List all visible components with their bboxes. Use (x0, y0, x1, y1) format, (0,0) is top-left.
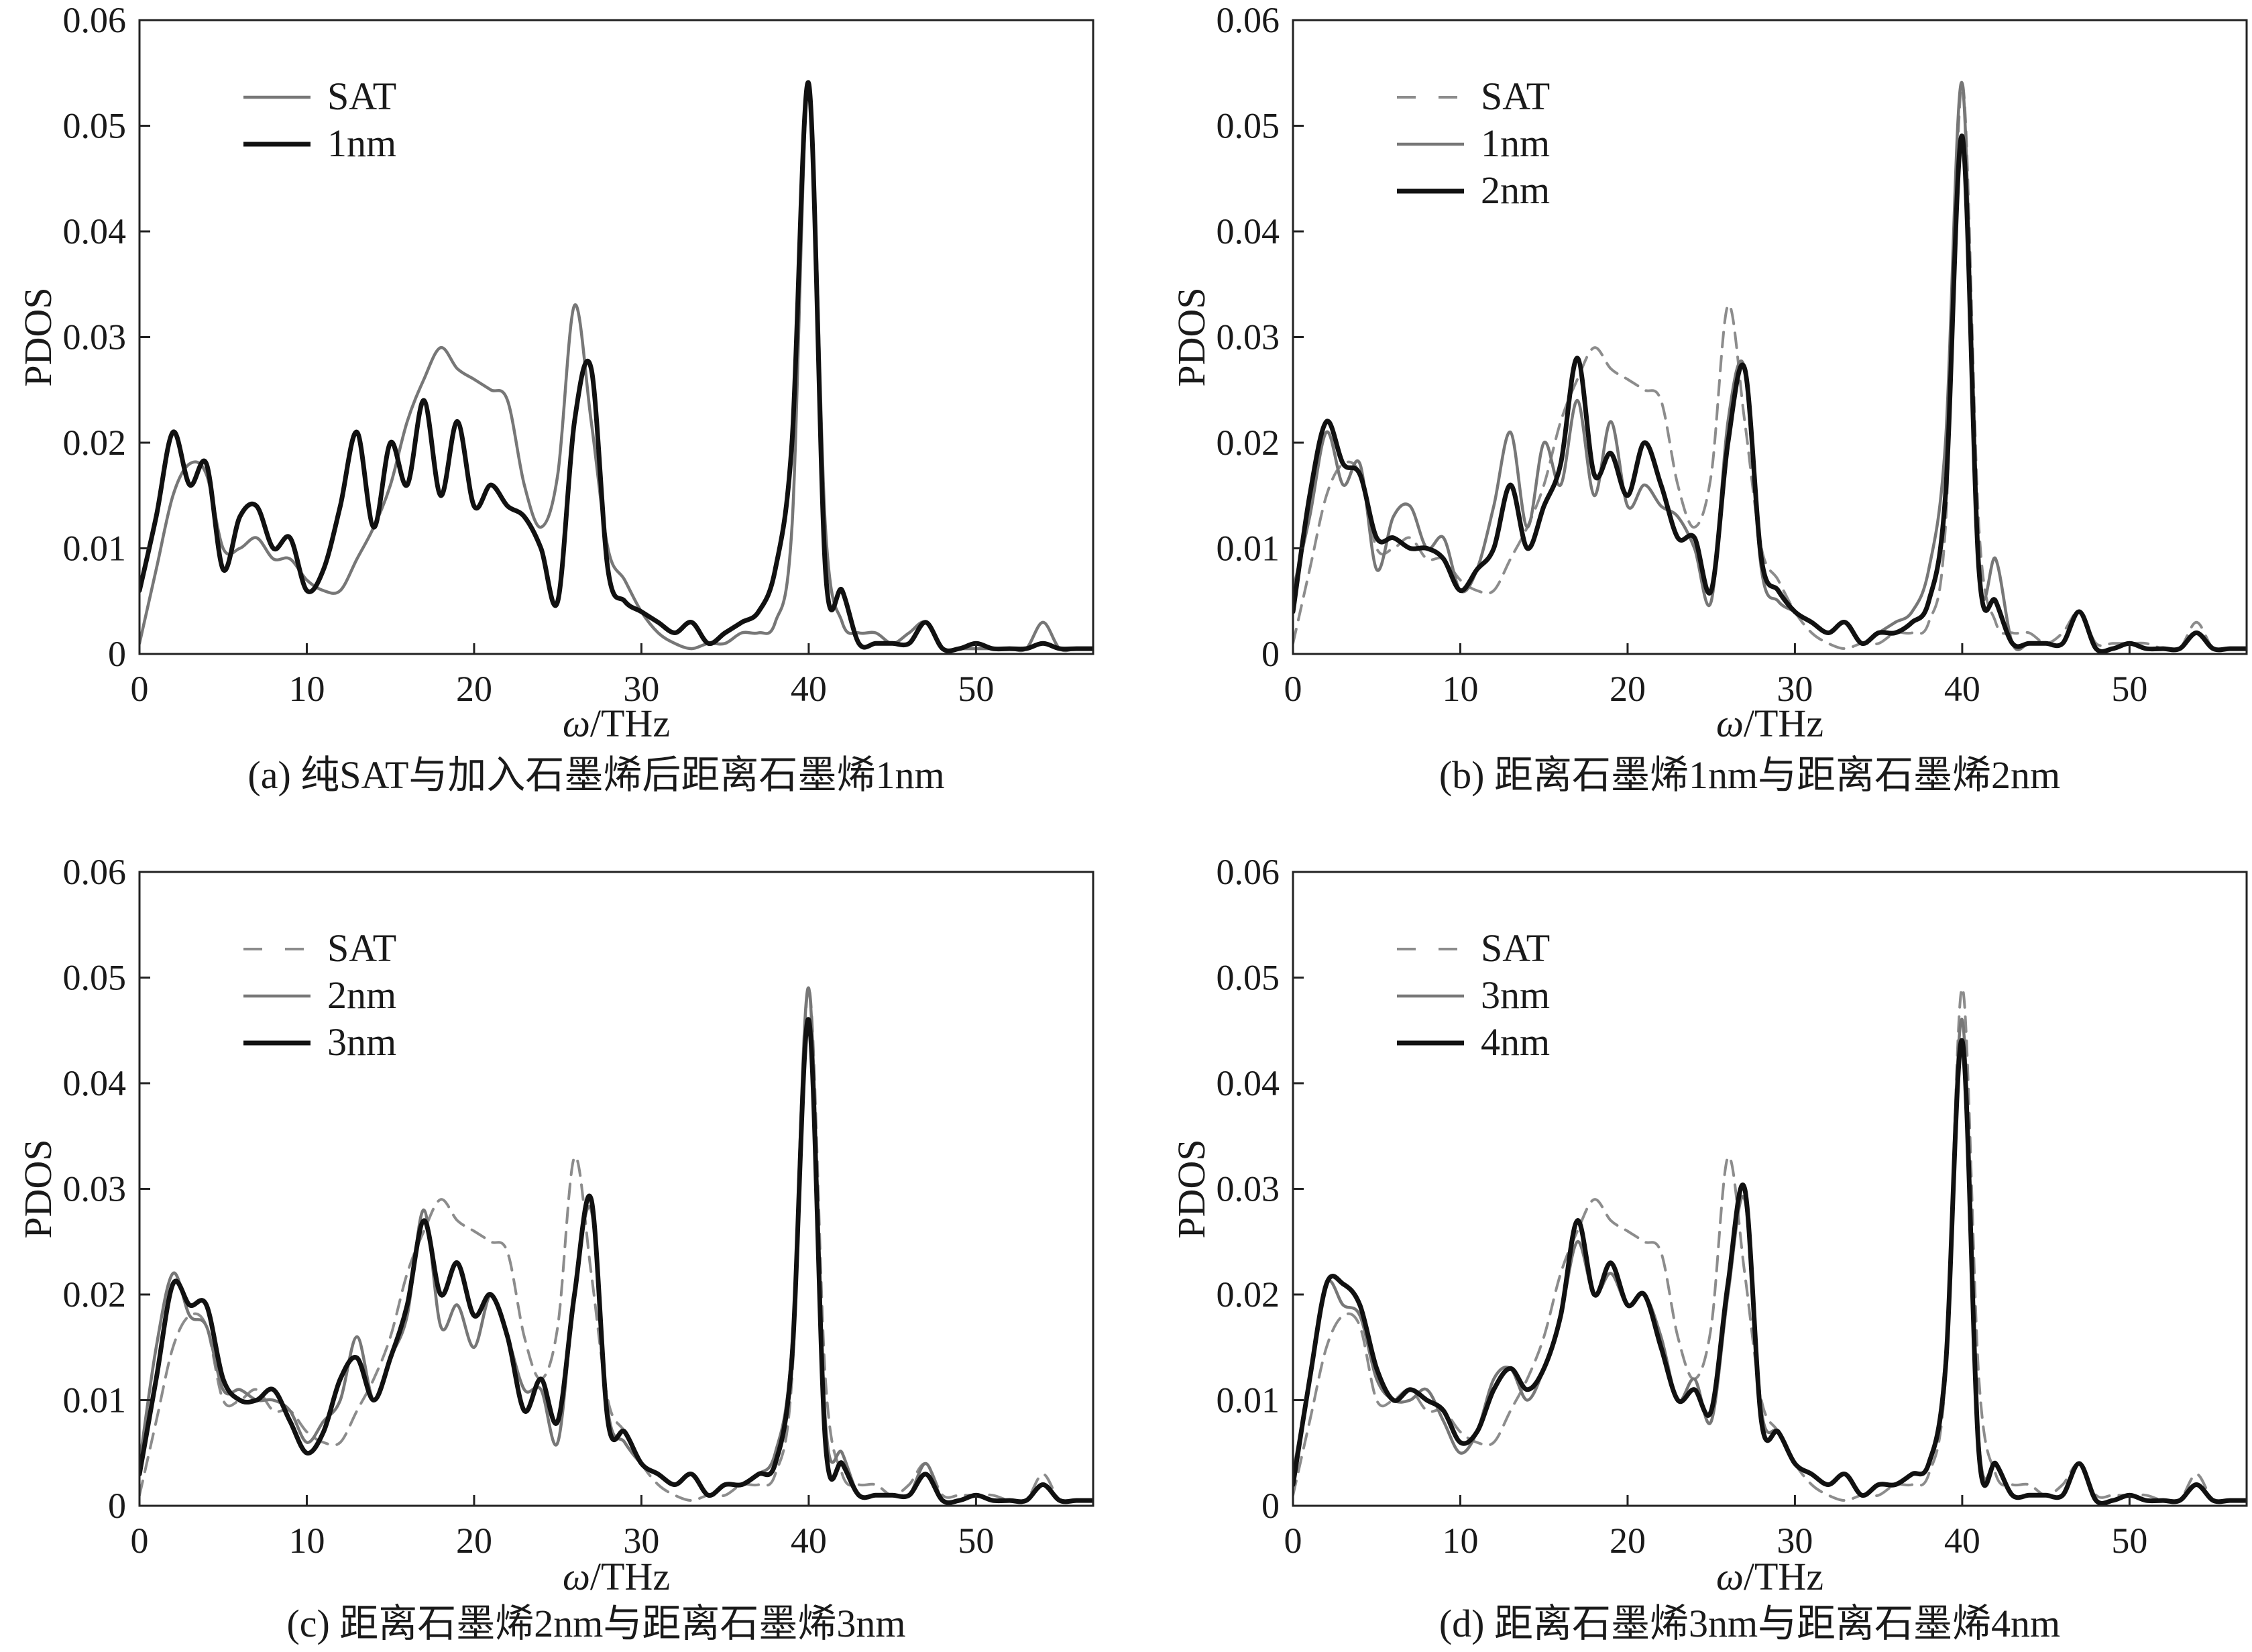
x-axis-label: ω/THz (563, 1555, 670, 1598)
y-tick-label: 0.03 (1217, 317, 1280, 357)
series-line-SAT (1293, 82, 2247, 653)
x-tick-label: 30 (623, 669, 659, 709)
series-line-1nm (1293, 80, 2247, 653)
x-axis-symbol: ω (1716, 702, 1744, 745)
x-tick-label: 10 (288, 669, 325, 709)
y-tick-label: 0.03 (63, 1169, 127, 1209)
y-tick-label: 0.06 (63, 852, 127, 892)
x-tick-label: 0 (1284, 1521, 1302, 1561)
y-axis-label: PDOS (16, 287, 60, 386)
x-axis-label: ω/THz (1716, 702, 1823, 745)
x-tick-label: 50 (958, 669, 994, 709)
legend-label-3nm: 3nm (1481, 973, 1550, 1017)
y-tick-label: 0 (1261, 1486, 1280, 1526)
series-line-SAT (139, 82, 1093, 653)
x-tick-label: 50 (2111, 1521, 2147, 1561)
y-tick-label: 0.02 (63, 1274, 127, 1315)
x-tick-label: 30 (1777, 669, 1813, 709)
series-line-3nm (139, 1017, 1093, 1505)
x-axis-unit: /THz (590, 702, 670, 745)
y-tick-label: 0.05 (63, 106, 127, 146)
x-tick-label: 40 (791, 1521, 827, 1561)
x-tick-label: 10 (1442, 1521, 1478, 1561)
x-axis-unit: /THz (590, 1555, 670, 1598)
y-tick-label: 0.05 (63, 958, 127, 998)
y-tick-label: 0.02 (1217, 423, 1280, 463)
y-tick-label: 0.05 (1217, 958, 1280, 998)
y-tick-label: 0.01 (1217, 529, 1280, 569)
y-tick-label: 0.04 (63, 211, 127, 252)
y-tick-label: 0.06 (1217, 852, 1280, 892)
panel-caption: (d) 距离石墨烯3nm与距离石墨烯4nm (1439, 1602, 2060, 1645)
x-tick-label: 40 (791, 669, 827, 709)
x-axis-unit: /THz (1744, 702, 1823, 745)
chart-panel-d: 0 10 20 30 40 50 0 0.01 0.02 0.03 0.04 0.05 0.06 PDOS… (1170, 852, 2248, 1645)
y-axis-label: PDOS (16, 1139, 60, 1238)
y-tick-label: 0 (108, 634, 126, 674)
legend-label-SAT: SAT (327, 926, 396, 970)
chart-panel-c: 0 10 20 30 40 50 0 0.01 0.02 0.03 0.04 0.05 0.06 PDOS… (16, 852, 1094, 1645)
x-tick-label: 40 (1944, 1521, 1980, 1561)
legend-label-SAT: SAT (1481, 74, 1550, 118)
series-line-1nm (139, 80, 1093, 653)
x-tick-label: 20 (456, 669, 492, 709)
y-axis-label: PDOS (1170, 287, 1213, 386)
x-tick-label: 10 (288, 1521, 325, 1561)
x-tick-label: 50 (2111, 669, 2147, 709)
y-axis-label: PDOS (1170, 1139, 1213, 1238)
y-tick-label: 0.04 (1217, 1063, 1280, 1103)
x-tick-label: 20 (456, 1521, 492, 1561)
x-axis-symbol: ω (563, 1555, 590, 1598)
x-axis-label: ω/THz (1716, 1555, 1823, 1598)
x-axis-symbol: ω (563, 702, 590, 745)
chart-panel-b: 0 10 20 30 40 50 0 0.01 0.02 0.03 0.04 0.05 0.06 PDOS… (1170, 0, 2248, 797)
y-tick-label: 0.02 (63, 423, 127, 463)
legend-label-3nm: 3nm (327, 1020, 396, 1064)
x-tick-label: 30 (1777, 1521, 1813, 1561)
y-tick-label: 0.01 (63, 529, 127, 569)
y-tick-label: 0.04 (63, 1063, 127, 1103)
y-tick-label: 0.01 (63, 1380, 127, 1421)
legend-label-SAT: SAT (1481, 926, 1550, 970)
x-axis-symbol: ω (1716, 1555, 1744, 1598)
y-tick-label: 0.03 (1217, 1169, 1280, 1209)
y-tick-label: 0.05 (1217, 106, 1280, 146)
panel-caption: (a) 纯SAT与加入石墨烯后距离石墨烯1nm (247, 753, 944, 797)
chart-panel-a: 0 10 20 30 40 50 0 0.01 0.02 0.03 0.04 0.05 0.06 PDOS… (16, 0, 1094, 797)
y-tick-label: 0.02 (1217, 1274, 1280, 1315)
x-axis-unit: /THz (1744, 1555, 1823, 1598)
series-line-SAT (1293, 987, 2247, 1504)
legend-label-SAT: SAT (327, 74, 396, 118)
legend-label-2nm: 2nm (1481, 168, 1550, 212)
series-line-3nm (1293, 1017, 2247, 1505)
series-line-SAT (139, 987, 1093, 1504)
x-tick-label: 40 (1944, 669, 1980, 709)
panel-caption: (b) 距离石墨烯1nm与距离石墨烯2nm (1439, 753, 2060, 797)
legend-label-2nm: 2nm (327, 973, 396, 1017)
series-line-4nm (1293, 1038, 2247, 1506)
legend-label-1nm: 1nm (1481, 121, 1550, 165)
panel-caption: (c) 距离石墨烯2nm与距离石墨烯3nm (286, 1602, 905, 1645)
y-tick-label: 0 (1261, 634, 1280, 674)
y-tick-label: 0.04 (1217, 211, 1280, 252)
series-line-2nm (1293, 133, 2247, 654)
y-tick-label: 0.01 (1217, 1380, 1280, 1421)
x-tick-label: 10 (1442, 669, 1478, 709)
y-tick-label: 0.03 (63, 317, 127, 357)
y-tick-label: 0 (108, 1486, 126, 1526)
y-tick-label: 0.06 (63, 0, 127, 40)
x-tick-label: 20 (1610, 669, 1646, 709)
x-axis-label: ω/THz (563, 702, 670, 745)
x-tick-label: 0 (131, 1521, 149, 1561)
x-tick-label: 30 (623, 1521, 659, 1561)
y-tick-label: 0.06 (1217, 0, 1280, 40)
x-tick-label: 20 (1610, 1521, 1646, 1561)
legend-label-4nm: 4nm (1481, 1020, 1550, 1064)
series-line-2nm (139, 986, 1093, 1505)
x-tick-label: 50 (958, 1521, 994, 1561)
x-tick-label: 0 (1284, 669, 1302, 709)
legend-label-1nm: 1nm (327, 121, 396, 165)
x-tick-label: 0 (131, 669, 149, 709)
